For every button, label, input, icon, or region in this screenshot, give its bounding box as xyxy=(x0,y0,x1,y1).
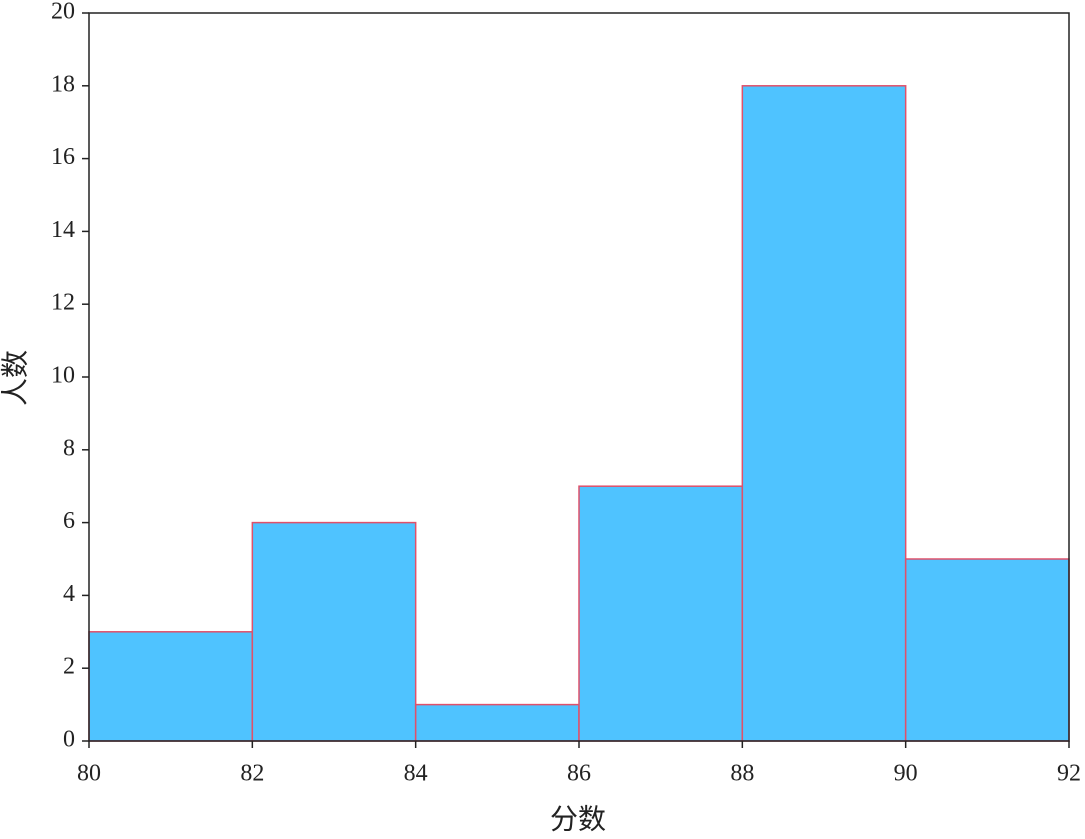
y-tick-label: 8 xyxy=(63,435,75,461)
bar xyxy=(741,85,907,742)
x-tick-label: 82 xyxy=(240,761,264,787)
y-tick-label: 18 xyxy=(51,71,75,97)
y-tick-label: 10 xyxy=(51,363,75,389)
y-tick-label: 6 xyxy=(63,508,75,534)
bar xyxy=(414,703,580,742)
bar xyxy=(251,521,417,742)
bar xyxy=(904,558,1070,742)
y-tick-label: 12 xyxy=(51,290,75,316)
x-tick-label: 88 xyxy=(730,761,754,787)
bar xyxy=(578,485,744,742)
y-axis-label: 人数 xyxy=(0,350,31,406)
x-tick-label: 86 xyxy=(567,761,591,787)
y-tick-label: 2 xyxy=(63,654,75,680)
y-tick-label: 4 xyxy=(63,581,75,607)
x-tick-label: 92 xyxy=(1057,761,1081,787)
bar xyxy=(88,631,254,742)
y-tick-label: 16 xyxy=(51,144,75,170)
y-tick-label: 0 xyxy=(63,727,75,753)
x-tick-label: 80 xyxy=(77,761,101,787)
y-tick-label: 20 xyxy=(51,0,75,25)
x-tick-label: 90 xyxy=(894,761,918,787)
x-axis-label: 分数 xyxy=(550,803,606,835)
x-tick-label: 84 xyxy=(404,761,428,787)
y-tick-label: 14 xyxy=(51,217,75,243)
